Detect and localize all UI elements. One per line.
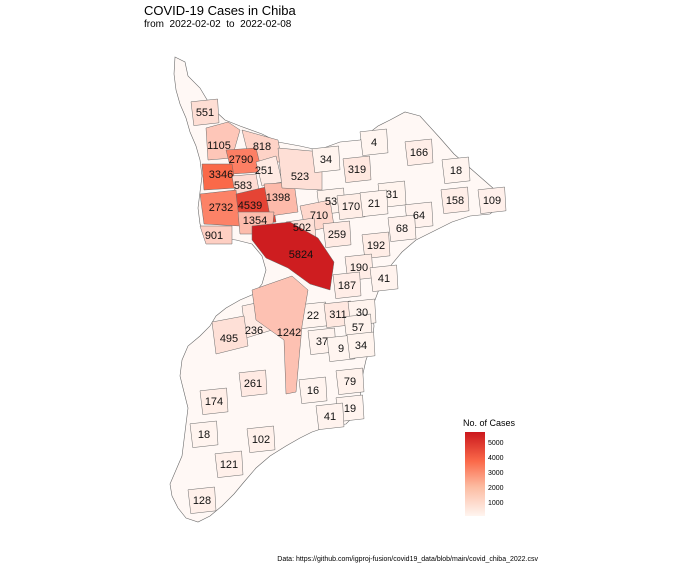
map-title: COVID-19 Cases in Chiba [144,3,296,18]
municipality-region [199,387,229,415]
case-count-label: 259 [328,229,346,241]
case-count-label: 710 [310,210,328,222]
case-count-label: 4 [371,137,377,149]
case-count-label: 1398 [266,192,290,204]
case-count-label: 41 [378,273,390,285]
municipality-region [190,98,220,126]
case-count-label: 79 [344,376,356,388]
case-count-label: 1105 [207,140,231,152]
municipality-region [187,486,217,514]
municipality-region [277,147,323,191]
data-source-caption: Data: https://github.com/igproj-fusion/c… [277,556,538,563]
case-count-label: 121 [220,459,238,471]
municipality-region [359,128,389,156]
case-count-label: 128 [193,495,211,507]
municipality-region [369,264,399,292]
municipality-region [387,214,417,242]
municipality-region [336,192,366,220]
municipality-region [189,420,219,448]
municipality-layer [187,98,507,514]
case-count-label: 187 [338,280,356,292]
case-count-label: 502 [293,222,311,234]
legend-tick-2000: 2000 [488,485,504,492]
case-count-label: 102 [252,434,270,446]
case-count-label: 192 [367,240,385,252]
municipality-region [441,156,471,184]
municipality-region [199,225,233,245]
case-count-label: 21 [368,198,380,210]
case-count-label: 109 [483,195,501,207]
map-subtitle: from 2022-02-02 to 2022-02-08 [144,19,292,30]
case-count-label: 31 [386,189,398,201]
case-count-label: 174 [205,396,223,408]
municipality-region [440,186,470,214]
municipality-region [298,376,328,404]
case-count-label: 236 [245,325,263,337]
legend-tick-3000: 3000 [488,470,504,477]
legend-color-bar [465,432,485,516]
case-count-label: 5824 [289,249,313,261]
case-count-label: 34 [320,154,332,166]
case-count-label: 34 [355,340,367,352]
case-count-label: 901 [205,230,223,242]
legend-tick-1000: 1000 [488,500,504,507]
municipality-region [311,145,341,173]
municipality-region [238,369,268,397]
municipality-region [251,275,309,395]
municipality-region [404,138,434,166]
case-count-label: 551 [196,107,214,119]
case-count-label: 311 [329,309,347,321]
case-count-label: 18 [450,165,462,177]
case-count-label: 261 [244,378,262,390]
case-count-label: 4539 [238,200,262,212]
case-count-label: 18 [198,429,210,441]
case-count-label: 41 [324,411,336,423]
municipality-region [346,331,376,359]
municipality-region [332,271,362,299]
case-count-label: 57 [352,322,364,334]
case-count-label: 68 [396,223,408,235]
municipality-region [211,315,249,355]
case-count-label: 16 [307,385,319,397]
municipality-region [214,450,244,478]
municipality-region [477,186,507,214]
case-count-label: 190 [350,262,368,274]
municipality-region [251,221,335,291]
case-count-label: 495 [220,333,238,345]
case-count-label: 2790 [229,154,253,166]
municipality-region [335,367,365,395]
case-count-label: 319 [348,164,366,176]
case-count-label: 37 [316,336,328,348]
case-count-label: 583 [234,180,252,192]
case-count-label: 170 [342,201,360,213]
case-count-label: 251 [255,165,273,177]
case-count-label: 3346 [209,169,233,181]
case-count-label: 1354 [243,215,267,227]
case-count-label: 9 [338,343,344,355]
municipality-region [246,425,276,453]
case-count-label: 2732 [209,202,233,214]
municipality-region [322,220,352,248]
case-count-label: 22 [307,310,319,322]
case-count-label: 64 [413,210,425,222]
legend-tick-5000: 5000 [488,440,504,447]
case-count-label: 166 [410,147,428,159]
municipality-region [359,189,389,217]
case-count-label: 523 [291,171,309,183]
legend-title: No. of Cases [463,418,516,428]
case-count-label: 19 [344,403,356,415]
case-count-label: 53 [325,196,337,208]
case-count-label: 818 [253,141,271,153]
municipality-region [361,231,391,259]
legend-tick-4000: 4000 [488,455,504,462]
municipality-region [342,155,372,183]
case-count-label: 158 [446,195,464,207]
municipality-region [315,402,345,430]
case-count-label: 30 [356,307,368,319]
case-count-label: 1242 [277,327,301,339]
